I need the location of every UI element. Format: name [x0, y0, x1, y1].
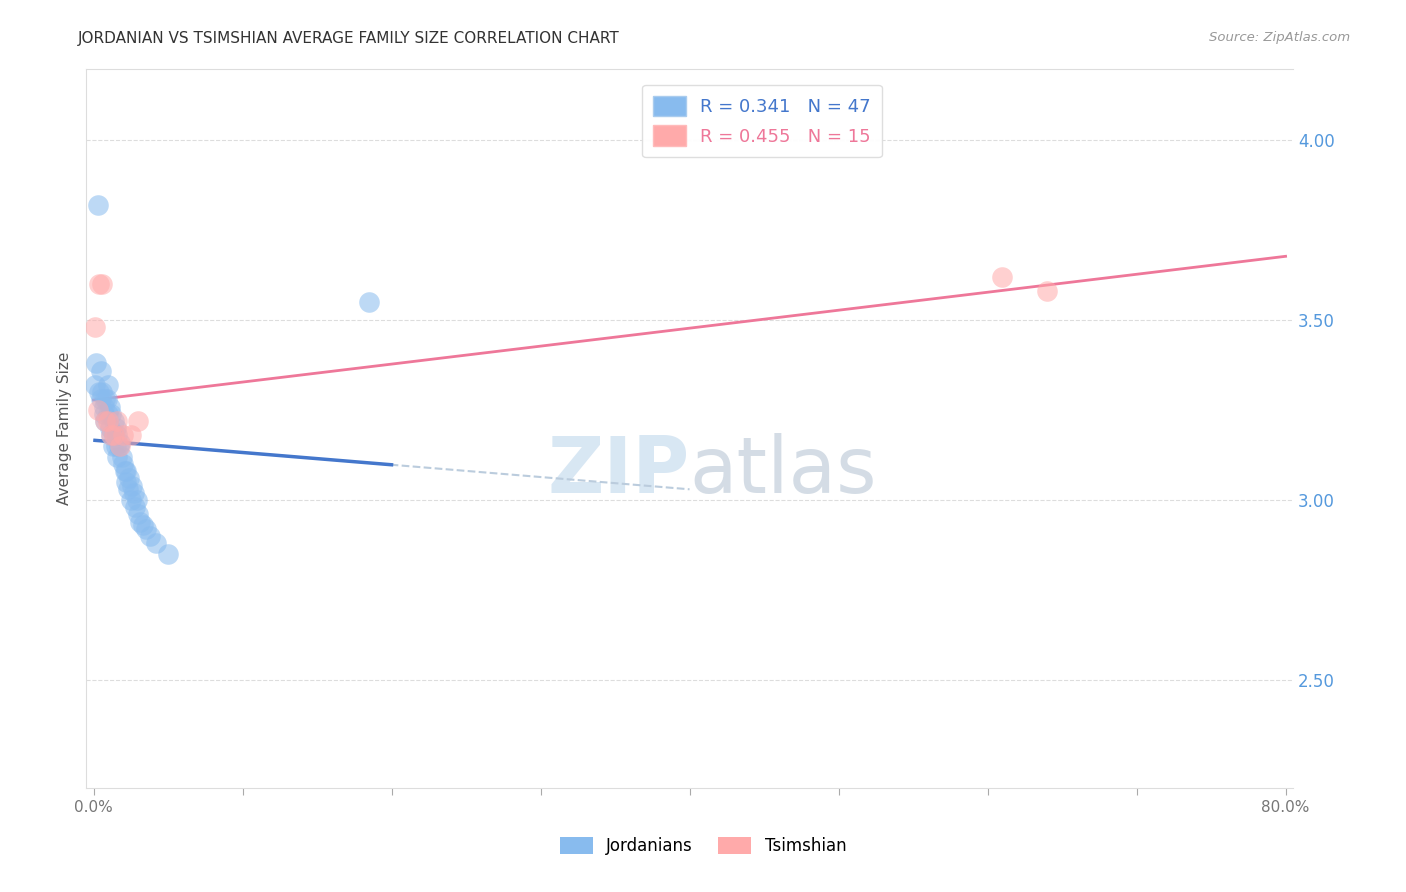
Point: [108, 439, 131, 453]
Point: [93, 400, 115, 414]
Point: [128, 515, 150, 529]
Point: [1036, 285, 1059, 299]
Y-axis label: Average Family Size: Average Family Size: [58, 351, 72, 505]
Point: [139, 529, 162, 543]
Point: [104, 421, 127, 435]
Point: [117, 483, 139, 497]
Legend: R = 0.341   N = 47, R = 0.455   N = 15: R = 0.341 N = 47, R = 0.455 N = 15: [643, 85, 882, 157]
Point: [98, 400, 121, 414]
Point: [104, 439, 127, 453]
Point: [84, 320, 107, 334]
Point: [124, 500, 146, 515]
Point: [93, 407, 115, 421]
Point: [90, 392, 112, 407]
Point: [127, 414, 149, 428]
Point: [125, 493, 148, 508]
Point: [91, 385, 114, 400]
Point: [105, 450, 128, 464]
Point: [121, 478, 143, 492]
Point: [105, 414, 128, 428]
Point: [87, 403, 110, 417]
Point: [100, 428, 122, 442]
Text: ZIP: ZIP: [547, 434, 689, 509]
Point: [110, 439, 132, 453]
Point: [97, 407, 120, 421]
Point: [120, 428, 142, 442]
Point: [90, 363, 112, 377]
Point: [135, 522, 157, 536]
Point: [103, 428, 125, 442]
Point: [98, 421, 121, 435]
Point: [84, 378, 107, 392]
Point: [112, 428, 135, 442]
Text: JORDANIAN VS TSIMSHIAN AVERAGE FAMILY SIZE CORRELATION CHART: JORDANIAN VS TSIMSHIAN AVERAGE FAMILY SI…: [77, 31, 619, 46]
Point: [86, 356, 108, 370]
Point: [94, 414, 117, 428]
Point: [94, 414, 117, 428]
Point: [112, 457, 135, 471]
Point: [120, 493, 142, 508]
Point: [111, 450, 134, 464]
Point: [115, 475, 138, 489]
Point: [118, 471, 141, 485]
Point: [122, 486, 145, 500]
Point: [100, 428, 122, 442]
Point: [105, 428, 128, 442]
Point: [97, 378, 120, 392]
Point: [103, 414, 125, 428]
Point: [145, 536, 167, 550]
Point: [89, 385, 111, 400]
Point: [91, 277, 114, 292]
Point: [115, 464, 138, 478]
Point: [114, 464, 136, 478]
Point: [89, 277, 111, 292]
Point: [101, 439, 124, 453]
Point: [100, 407, 122, 421]
Point: [131, 518, 153, 533]
Point: [96, 392, 118, 407]
Text: Source: ZipAtlas.com: Source: ZipAtlas.com: [1209, 31, 1350, 45]
Point: [991, 270, 1014, 285]
Point: [97, 414, 120, 428]
Text: atlas: atlas: [689, 434, 877, 509]
Point: [94, 392, 117, 407]
Point: [110, 435, 132, 450]
Legend: Jordanians, Tsimshian: Jordanians, Tsimshian: [553, 830, 853, 862]
Point: [103, 428, 125, 442]
Point: [359, 295, 381, 310]
Point: [127, 508, 149, 522]
Point: [157, 547, 180, 561]
Point: [87, 198, 110, 212]
